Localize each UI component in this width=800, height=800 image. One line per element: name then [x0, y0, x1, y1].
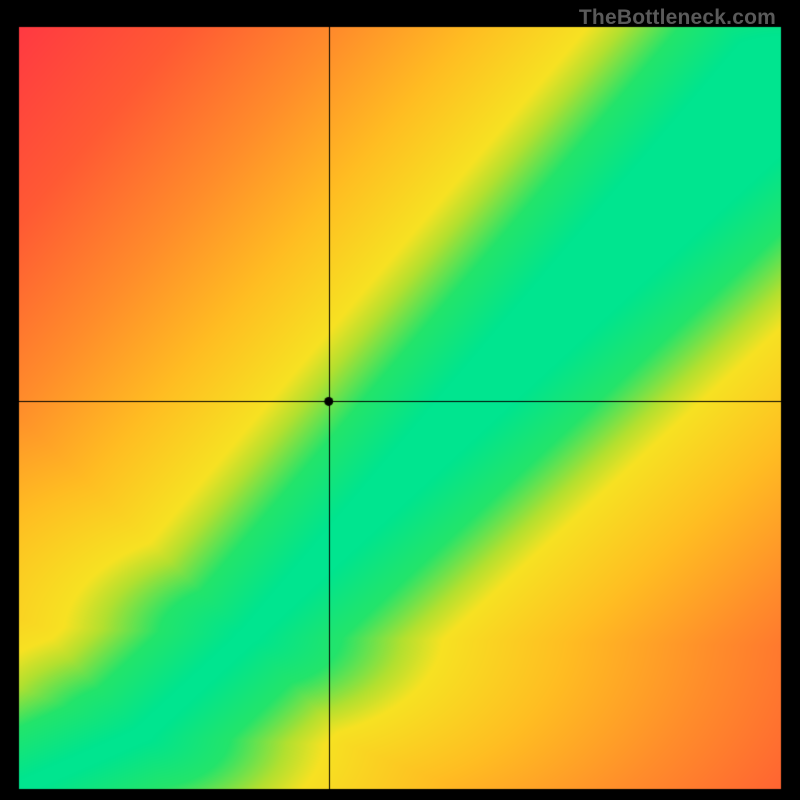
watermark-text: TheBottleneck.com — [579, 6, 776, 30]
bottleneck-heatmap — [0, 0, 800, 800]
stage: TheBottleneck.com — [0, 0, 800, 800]
